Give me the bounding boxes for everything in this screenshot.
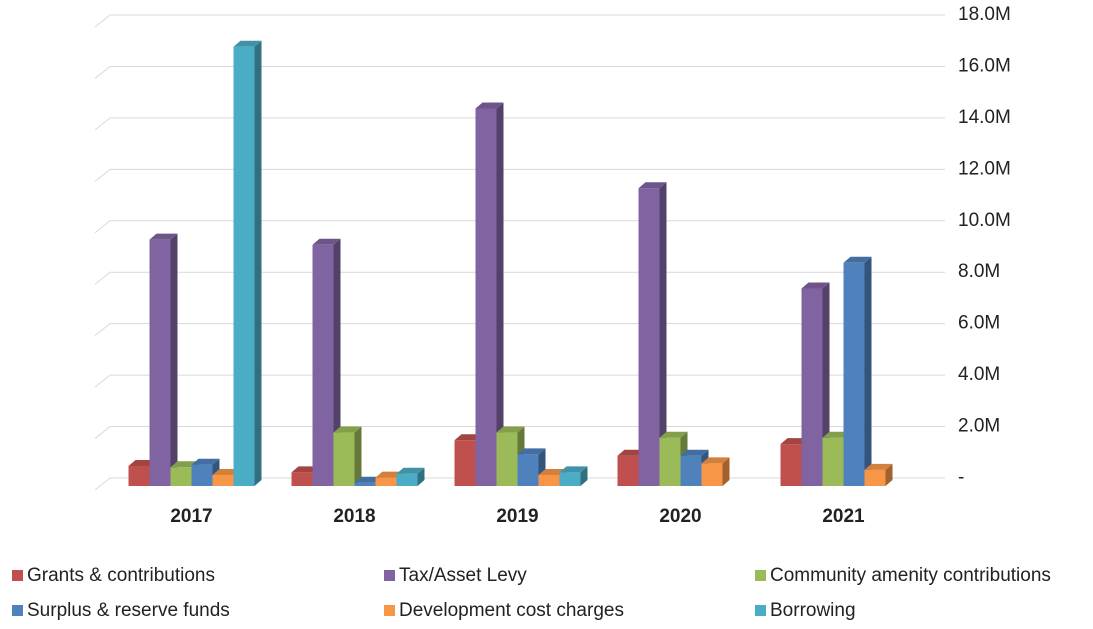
bar-side	[659, 182, 667, 486]
x-tick-label: 2021	[822, 506, 865, 527]
y-tick-label: 4.0M	[958, 364, 1000, 385]
bar-top	[396, 467, 425, 474]
y-tick-label: 16.0M	[958, 55, 1011, 76]
y-tick-label: -	[958, 467, 964, 488]
grid-line	[94, 14, 945, 28]
x-tick-label: 2020	[659, 506, 701, 527]
bar	[517, 454, 539, 486]
legend-swatch	[384, 605, 395, 616]
bar-top	[333, 426, 362, 433]
bar-top	[680, 449, 709, 456]
legend-label: Grants & contributions	[27, 565, 215, 586]
bar-top	[496, 426, 525, 433]
grid-line	[94, 65, 945, 79]
bar	[559, 472, 581, 486]
legend-swatch	[755, 605, 766, 616]
legend-label: Community amenity contributions	[770, 565, 1051, 586]
bar	[291, 472, 313, 486]
grid-line	[94, 117, 945, 131]
legend-label: Development cost charges	[399, 600, 624, 621]
bar	[680, 455, 702, 486]
bar	[333, 432, 355, 486]
bar-side	[170, 233, 178, 486]
bar	[780, 444, 802, 486]
bar	[538, 474, 560, 486]
y-tick-label: 2.0M	[958, 416, 1000, 437]
grid-line	[94, 168, 945, 182]
x-tick-label: 2019	[496, 506, 538, 527]
bar	[617, 455, 639, 486]
bar-side	[864, 256, 872, 486]
bar-top	[864, 463, 893, 470]
bar-top	[517, 448, 546, 455]
legend-swatch	[755, 570, 766, 581]
bar-top	[149, 233, 178, 240]
x-tick-label: 2017	[170, 506, 212, 527]
bar-side	[496, 102, 504, 486]
bar	[843, 262, 865, 486]
legend-label: Borrowing	[770, 600, 856, 621]
legend-label: Tax/Asset Levy	[399, 565, 527, 586]
y-tick-label: 18.0M	[958, 4, 1011, 25]
bar	[396, 473, 418, 486]
bar-top	[475, 102, 504, 109]
bar	[375, 477, 397, 486]
bar	[312, 244, 334, 486]
legend-label: Surplus & reserve funds	[27, 600, 230, 621]
bar-top	[233, 40, 262, 47]
grid-line	[94, 374, 945, 388]
bar-side	[885, 463, 893, 486]
bar-side	[354, 426, 362, 486]
bar-side	[580, 466, 588, 486]
bar	[864, 469, 886, 486]
bar-side	[722, 457, 730, 486]
bar-top	[843, 256, 872, 263]
bar	[801, 288, 823, 486]
bar	[212, 474, 234, 486]
bar-top	[312, 238, 341, 245]
bar-side	[254, 40, 262, 486]
y-tick-label: 12.0M	[958, 158, 1011, 179]
bar	[659, 437, 681, 486]
bar	[638, 188, 660, 486]
grid-line	[94, 220, 945, 234]
y-tick-label: 14.0M	[958, 107, 1011, 128]
bar-top	[801, 282, 830, 289]
bar	[496, 432, 518, 486]
y-tick-label: 10.0M	[958, 210, 1011, 231]
x-tick-label: 2018	[333, 506, 375, 527]
legend-swatch	[12, 605, 23, 616]
legend-swatch	[12, 570, 23, 581]
bar	[233, 46, 255, 486]
bar	[454, 440, 476, 486]
bar-top	[191, 458, 220, 465]
bar	[475, 108, 497, 486]
grid-line	[94, 426, 945, 439]
bar	[354, 482, 376, 486]
bar-top	[638, 182, 667, 189]
grid-line	[94, 271, 945, 285]
bar	[128, 465, 150, 486]
bar	[149, 239, 171, 486]
bar-top	[559, 466, 588, 473]
y-tick-label: 6.0M	[958, 313, 1000, 334]
grid-line	[94, 323, 945, 337]
bar-top	[701, 457, 730, 464]
bar	[701, 463, 723, 486]
bar	[170, 467, 192, 486]
bar-side	[333, 238, 341, 486]
bar	[191, 464, 213, 486]
bar-top	[659, 431, 688, 438]
y-tick-label: 8.0M	[958, 261, 1000, 282]
legend-swatch	[384, 570, 395, 581]
bar-side	[417, 467, 425, 486]
bar	[822, 437, 844, 486]
